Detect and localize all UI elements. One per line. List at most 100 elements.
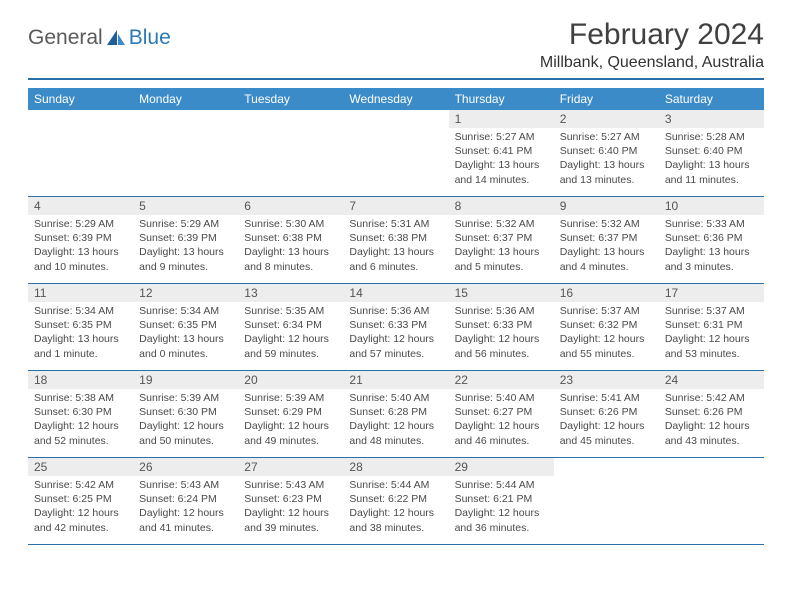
day-sun-info: Sunrise: 5:40 AMSunset: 6:28 PMDaylight:… [343, 389, 448, 454]
calendar-week-row: 25Sunrise: 5:42 AMSunset: 6:25 PMDayligh… [28, 458, 764, 545]
calendar-day-cell [133, 110, 238, 196]
sunrise-time: Sunrise: 5:29 AM [34, 217, 127, 231]
sunset-time: Sunset: 6:40 PM [560, 144, 653, 158]
calendar-day-cell: 22Sunrise: 5:40 AMSunset: 6:27 PMDayligh… [449, 371, 554, 457]
logo: General Blue [28, 18, 171, 50]
calendar-day-cell [554, 458, 659, 544]
sunset-time: Sunset: 6:35 PM [139, 318, 232, 332]
sunrise-time: Sunrise: 5:36 AM [455, 304, 548, 318]
day-sun-info: Sunrise: 5:33 AMSunset: 6:36 PMDaylight:… [659, 215, 764, 280]
sunrise-time: Sunrise: 5:31 AM [349, 217, 442, 231]
day-sun-info: Sunrise: 5:37 AMSunset: 6:32 PMDaylight:… [554, 302, 659, 367]
daylight-duration: Daylight: 12 hours and 39 minutes. [244, 506, 337, 534]
day-sun-info: Sunrise: 5:37 AMSunset: 6:31 PMDaylight:… [659, 302, 764, 367]
sunset-time: Sunset: 6:37 PM [455, 231, 548, 245]
daylight-duration: Daylight: 12 hours and 38 minutes. [349, 506, 442, 534]
day-sun-info: Sunrise: 5:38 AMSunset: 6:30 PMDaylight:… [28, 389, 133, 454]
calendar-day-cell: 24Sunrise: 5:42 AMSunset: 6:26 PMDayligh… [659, 371, 764, 457]
weekday-header: Tuesday [238, 88, 343, 110]
weekday-header: Wednesday [343, 88, 448, 110]
day-sun-info: Sunrise: 5:36 AMSunset: 6:33 PMDaylight:… [449, 302, 554, 367]
sunset-time: Sunset: 6:30 PM [34, 405, 127, 419]
sunrise-time: Sunrise: 5:34 AM [34, 304, 127, 318]
sunset-time: Sunset: 6:22 PM [349, 492, 442, 506]
calendar-page: General Blue February 2024 Millbank, Que… [0, 0, 792, 555]
sunrise-time: Sunrise: 5:43 AM [244, 478, 337, 492]
sunrise-time: Sunrise: 5:35 AM [244, 304, 337, 318]
day-sun-info: Sunrise: 5:42 AMSunset: 6:25 PMDaylight:… [28, 476, 133, 541]
calendar-day-cell: 11Sunrise: 5:34 AMSunset: 6:35 PMDayligh… [28, 284, 133, 370]
day-sun-info: Sunrise: 5:32 AMSunset: 6:37 PMDaylight:… [449, 215, 554, 280]
day-sun-info: Sunrise: 5:43 AMSunset: 6:24 PMDaylight:… [133, 476, 238, 541]
sunrise-time: Sunrise: 5:40 AM [349, 391, 442, 405]
day-number: 14 [343, 284, 448, 302]
day-number: 11 [28, 284, 133, 302]
daylight-duration: Daylight: 13 hours and 9 minutes. [139, 245, 232, 273]
calendar-grid: Sunday Monday Tuesday Wednesday Thursday… [28, 88, 764, 545]
day-number: 1 [449, 110, 554, 128]
day-sun-info: Sunrise: 5:28 AMSunset: 6:40 PMDaylight:… [659, 128, 764, 193]
day-number: 24 [659, 371, 764, 389]
day-sun-info: Sunrise: 5:42 AMSunset: 6:26 PMDaylight:… [659, 389, 764, 454]
day-sun-info: Sunrise: 5:30 AMSunset: 6:38 PMDaylight:… [238, 215, 343, 280]
daylight-duration: Daylight: 12 hours and 43 minutes. [665, 419, 758, 447]
day-number: 8 [449, 197, 554, 215]
daylight-duration: Daylight: 12 hours and 52 minutes. [34, 419, 127, 447]
calendar-day-cell: 14Sunrise: 5:36 AMSunset: 6:33 PMDayligh… [343, 284, 448, 370]
calendar-day-cell: 7Sunrise: 5:31 AMSunset: 6:38 PMDaylight… [343, 197, 448, 283]
sunset-time: Sunset: 6:39 PM [139, 231, 232, 245]
day-number: 15 [449, 284, 554, 302]
calendar-week-row: 18Sunrise: 5:38 AMSunset: 6:30 PMDayligh… [28, 371, 764, 458]
calendar-week-row: 11Sunrise: 5:34 AMSunset: 6:35 PMDayligh… [28, 284, 764, 371]
sunrise-time: Sunrise: 5:39 AM [139, 391, 232, 405]
calendar-day-cell [238, 110, 343, 196]
sunset-time: Sunset: 6:41 PM [455, 144, 548, 158]
sunrise-time: Sunrise: 5:43 AM [139, 478, 232, 492]
daylight-duration: Daylight: 12 hours and 46 minutes. [455, 419, 548, 447]
calendar-day-cell: 15Sunrise: 5:36 AMSunset: 6:33 PMDayligh… [449, 284, 554, 370]
day-number: 18 [28, 371, 133, 389]
day-number: 25 [28, 458, 133, 476]
sunrise-time: Sunrise: 5:33 AM [665, 217, 758, 231]
month-title: February 2024 [548, 18, 764, 52]
calendar-day-cell: 13Sunrise: 5:35 AMSunset: 6:34 PMDayligh… [238, 284, 343, 370]
calendar-day-cell [659, 458, 764, 544]
calendar-day-cell: 20Sunrise: 5:39 AMSunset: 6:29 PMDayligh… [238, 371, 343, 457]
calendar-day-cell: 2Sunrise: 5:27 AMSunset: 6:40 PMDaylight… [554, 110, 659, 196]
day-number: 22 [449, 371, 554, 389]
day-sun-info: Sunrise: 5:27 AMSunset: 6:41 PMDaylight:… [449, 128, 554, 193]
day-sun-info: Sunrise: 5:31 AMSunset: 6:38 PMDaylight:… [343, 215, 448, 280]
day-sun-info: Sunrise: 5:29 AMSunset: 6:39 PMDaylight:… [28, 215, 133, 280]
sunset-time: Sunset: 6:39 PM [34, 231, 127, 245]
weekday-header: Thursday [449, 88, 554, 110]
daylight-duration: Daylight: 13 hours and 1 minute. [34, 332, 127, 360]
sunset-time: Sunset: 6:24 PM [139, 492, 232, 506]
day-sun-info: Sunrise: 5:40 AMSunset: 6:27 PMDaylight:… [449, 389, 554, 454]
calendar-day-cell: 19Sunrise: 5:39 AMSunset: 6:30 PMDayligh… [133, 371, 238, 457]
day-sun-info: Sunrise: 5:41 AMSunset: 6:26 PMDaylight:… [554, 389, 659, 454]
daylight-duration: Daylight: 12 hours and 48 minutes. [349, 419, 442, 447]
calendar-day-cell: 12Sunrise: 5:34 AMSunset: 6:35 PMDayligh… [133, 284, 238, 370]
daylight-duration: Daylight: 12 hours and 50 minutes. [139, 419, 232, 447]
day-number: 23 [554, 371, 659, 389]
daylight-duration: Daylight: 13 hours and 14 minutes. [455, 158, 548, 186]
sunset-time: Sunset: 6:25 PM [34, 492, 127, 506]
calendar-day-cell: 26Sunrise: 5:43 AMSunset: 6:24 PMDayligh… [133, 458, 238, 544]
day-sun-info: Sunrise: 5:34 AMSunset: 6:35 PMDaylight:… [28, 302, 133, 367]
sunrise-time: Sunrise: 5:44 AM [455, 478, 548, 492]
sunrise-time: Sunrise: 5:36 AM [349, 304, 442, 318]
day-number: 6 [238, 197, 343, 215]
calendar-day-cell: 6Sunrise: 5:30 AMSunset: 6:38 PMDaylight… [238, 197, 343, 283]
sunset-time: Sunset: 6:40 PM [665, 144, 758, 158]
sunrise-time: Sunrise: 5:32 AM [560, 217, 653, 231]
sunset-time: Sunset: 6:35 PM [34, 318, 127, 332]
calendar-day-cell: 16Sunrise: 5:37 AMSunset: 6:32 PMDayligh… [554, 284, 659, 370]
calendar-day-cell: 23Sunrise: 5:41 AMSunset: 6:26 PMDayligh… [554, 371, 659, 457]
calendar-day-cell: 4Sunrise: 5:29 AMSunset: 6:39 PMDaylight… [28, 197, 133, 283]
day-number: 27 [238, 458, 343, 476]
logo-text-general: General [28, 26, 103, 50]
daylight-duration: Daylight: 13 hours and 4 minutes. [560, 245, 653, 273]
daylight-duration: Daylight: 12 hours and 56 minutes. [455, 332, 548, 360]
day-sun-info: Sunrise: 5:44 AMSunset: 6:21 PMDaylight:… [449, 476, 554, 541]
logo-text-blue: Blue [129, 26, 171, 50]
